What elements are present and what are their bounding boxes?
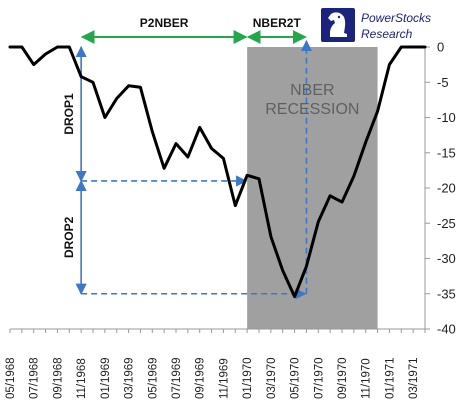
data-point [32,63,35,66]
logo-line1: PowerStocks [361,11,431,25]
data-point [364,141,367,143]
y-tick-label: -25 [437,216,456,231]
y-tick-label: -30 [437,251,456,266]
drop1-label: DROP1 [62,93,76,135]
p2nber-label: P2NBER [140,16,189,30]
logo: PowerStocks Research [321,8,431,42]
logo-line2: Research [361,27,413,41]
data-point [305,265,308,268]
data-point [187,156,189,158]
x-tick-label: 05/1969 [147,357,159,399]
data-point [198,126,201,129]
recession-label-line1: NBER [290,82,334,99]
data-point [317,221,320,223]
data-point [44,53,47,55]
data-point [412,46,414,48]
y-tick-label: -35 [437,286,456,301]
data-point [92,81,94,84]
data-point [139,86,142,88]
x-tick-label: 07/1969 [171,357,183,399]
x-tick-label: 03/1969 [124,357,136,399]
x-tick-label: 01/1969 [100,357,112,399]
data-point [56,46,59,48]
y-tick-label: -40 [437,322,456,337]
data-point [210,147,213,150]
data-point [9,46,11,48]
data-point [353,175,355,177]
recession-label-line2: RECESSION [265,101,359,118]
knight-glyph [328,12,347,37]
data-point [222,157,225,160]
data-point [127,84,130,87]
y-tick-label: -10 [437,110,456,125]
data-point [281,269,284,272]
x-tick-label: 07/1970 [313,357,325,399]
data-point [270,235,272,238]
x-tick-label: 03/1971 [408,357,420,399]
y-tick-label: 0 [437,40,444,55]
data-point [80,75,82,78]
data-point [68,46,71,48]
y-tick-label: -15 [437,145,456,160]
y-tick-label: -20 [437,181,456,196]
data-point [175,142,177,145]
x-tick-label: 11/1969 [218,358,230,399]
x-tick-label: 09/1969 [195,357,207,399]
x-tick-label: 07/1968 [29,357,41,399]
data-point [341,201,343,203]
data-point [424,46,426,48]
drop2-label: DROP2 [62,216,76,258]
x-tick-label: 03/1970 [266,357,278,399]
recession-shading [247,47,378,329]
data-point [329,194,331,197]
x-tick-label: 11/1968 [76,358,88,399]
data-point [104,116,106,119]
data-point [293,295,296,298]
x-tick-label: 01/1971 [384,357,396,399]
x-tick-label: 09/1970 [337,357,349,399]
x-tick-label: 05/1970 [290,357,302,399]
data-point [388,63,391,66]
data-point [115,97,118,100]
data-point [21,46,23,48]
x-tick-label: 11/1970 [361,358,373,399]
data-point [151,130,154,133]
nber2t-label: NBER2T [253,16,302,30]
data-point [376,110,379,112]
series-line-0 [8,45,427,299]
data-point [163,167,165,170]
x-tick-label: 01/1970 [242,357,254,399]
data-point [234,204,237,207]
data-point [400,46,403,48]
data-point [246,174,248,177]
x-tick-label: 05/1968 [5,357,17,399]
y-tick-label: -5 [437,75,449,90]
data-point [258,178,260,180]
x-tick-label: 09/1968 [52,357,64,399]
